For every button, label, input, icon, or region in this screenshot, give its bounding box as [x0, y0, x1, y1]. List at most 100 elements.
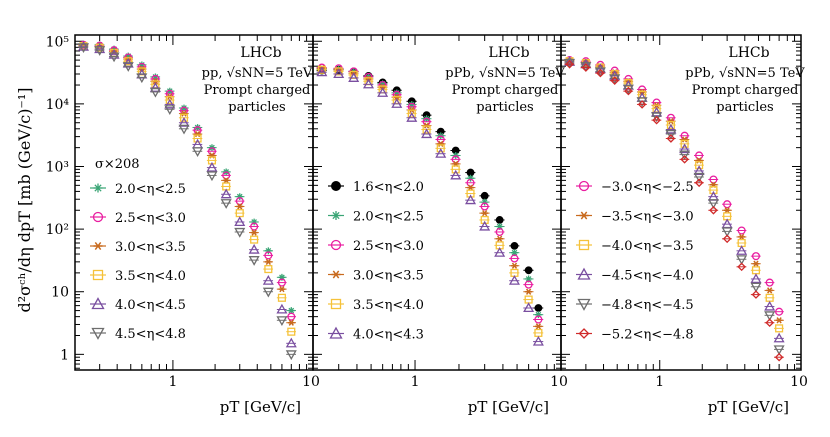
- panel-title: LHCb: [728, 45, 769, 61]
- marker-circle: [330, 239, 342, 251]
- y-tick-label: 10³: [46, 159, 69, 175]
- marker-triangle-up: [750, 273, 762, 283]
- x-tick-label: 10: [790, 374, 808, 390]
- marker-square: [165, 96, 174, 105]
- marker-diamond: [652, 115, 661, 125]
- marker-triangle-up: [285, 337, 297, 348]
- marker-filled-circle: [480, 191, 489, 200]
- marker-diamond: [680, 155, 689, 164]
- marker-asterisk: [250, 218, 258, 226]
- marker-circle: [466, 178, 475, 187]
- marker-triangle-up: [329, 326, 343, 339]
- marker-triangle-down: [693, 172, 705, 183]
- marker-diamond: [610, 76, 620, 85]
- marker-filled-circle: [331, 181, 341, 191]
- legend-label: 2.0<η<2.5: [353, 210, 424, 225]
- marker-star: [775, 317, 783, 324]
- legend-label: −3.5<η<−3.0: [601, 210, 694, 225]
- marker-diamond: [581, 63, 591, 72]
- marker-square: [277, 293, 286, 302]
- marker-square: [422, 125, 431, 134]
- marker-triangle-down: [651, 112, 663, 123]
- marker-star: [287, 319, 295, 326]
- marker-star: [738, 233, 746, 241]
- marker-triangle-up: [679, 143, 691, 154]
- marker-filled-circle: [524, 266, 533, 275]
- marker-diamond: [774, 352, 784, 362]
- marker-circle: [222, 171, 231, 180]
- legend-label: 3.5<η<4.0: [353, 298, 424, 313]
- marker-asterisk: [511, 249, 518, 257]
- marker-circle: [495, 227, 504, 237]
- marker-asterisk: [331, 211, 341, 220]
- marker-asterisk: [166, 87, 174, 95]
- marker-triangle-up: [94, 43, 106, 54]
- marker-triangle-up: [773, 332, 785, 343]
- legend-label: −4.5<η<−4.0: [601, 269, 694, 284]
- marker-triangle-up: [523, 302, 535, 313]
- marker-circle: [534, 315, 543, 324]
- marker-asterisk: [408, 101, 416, 108]
- marker-star: [511, 262, 518, 269]
- legend-label: −4.8<η<−4.5: [601, 298, 694, 313]
- marker-triangle-up: [564, 56, 576, 66]
- marker-star: [752, 260, 760, 267]
- marker-circle: [264, 251, 273, 260]
- marker-triangle-up: [391, 98, 403, 108]
- marker-square: [624, 79, 633, 88]
- marker-triangle-up: [494, 246, 506, 257]
- marker-star: [264, 258, 272, 266]
- marker-triangle-up: [377, 87, 389, 97]
- marker-star: [579, 211, 589, 220]
- marker-asterisk: [152, 73, 159, 81]
- legend-entry: 4.0<η<4.5: [90, 297, 186, 313]
- panel-subtitle: particles: [476, 100, 533, 115]
- marker-triangle-down: [707, 199, 719, 209]
- marker-circle: [765, 278, 774, 287]
- legend-entry: −5.2<η<−4.8: [576, 328, 694, 343]
- legend-label: 1.6<η<2.0: [353, 180, 424, 195]
- x-tick-label: 1: [168, 374, 177, 390]
- legend-entry: 4.0<η<4.3: [328, 326, 424, 343]
- data-series: [77, 43, 297, 361]
- marker-triangle-down: [276, 316, 288, 327]
- marker-triangle-down: [164, 105, 176, 115]
- marker-triangle-up: [435, 147, 447, 158]
- marker-circle: [524, 280, 533, 289]
- marker-triangle-down: [94, 46, 106, 56]
- marker-square: [193, 134, 202, 143]
- marker-triangle-down: [736, 255, 748, 265]
- marker-square: [287, 327, 296, 336]
- legend-label: 2.5<η<3.0: [353, 239, 424, 254]
- marker-triangle-up: [108, 48, 120, 59]
- marker-circle: [709, 175, 718, 184]
- marker-triangle-up: [348, 72, 360, 82]
- marker-circle: [287, 312, 296, 321]
- legend-label: 4.0<η<4.5: [115, 298, 186, 313]
- marker-triangle-down: [220, 199, 232, 209]
- panel-subtitle: Prompt charged: [452, 83, 559, 98]
- marker-square: [334, 67, 343, 76]
- marker-circle: [277, 278, 286, 287]
- legend-entry: 2.0<η<2.5: [90, 182, 186, 197]
- marker-diamond: [637, 100, 647, 109]
- marker-square: [330, 298, 342, 310]
- marker-star: [534, 323, 542, 330]
- marker-diamond: [722, 234, 732, 244]
- marker-star: [467, 184, 474, 191]
- marker-square: [451, 165, 460, 174]
- marker-star: [250, 229, 258, 236]
- marker-triangle-down: [122, 62, 134, 72]
- legend-entry: 3.0<η<3.5: [90, 240, 186, 255]
- data-series: [78, 40, 296, 314]
- marker-triangle-down: [577, 298, 591, 311]
- marker-star: [278, 285, 286, 293]
- marker-triangle-up: [206, 161, 218, 172]
- marker-diamond: [737, 262, 746, 272]
- marker-filled-circle: [510, 241, 519, 250]
- marker-diamond: [624, 86, 633, 96]
- marker-asterisk: [467, 174, 474, 182]
